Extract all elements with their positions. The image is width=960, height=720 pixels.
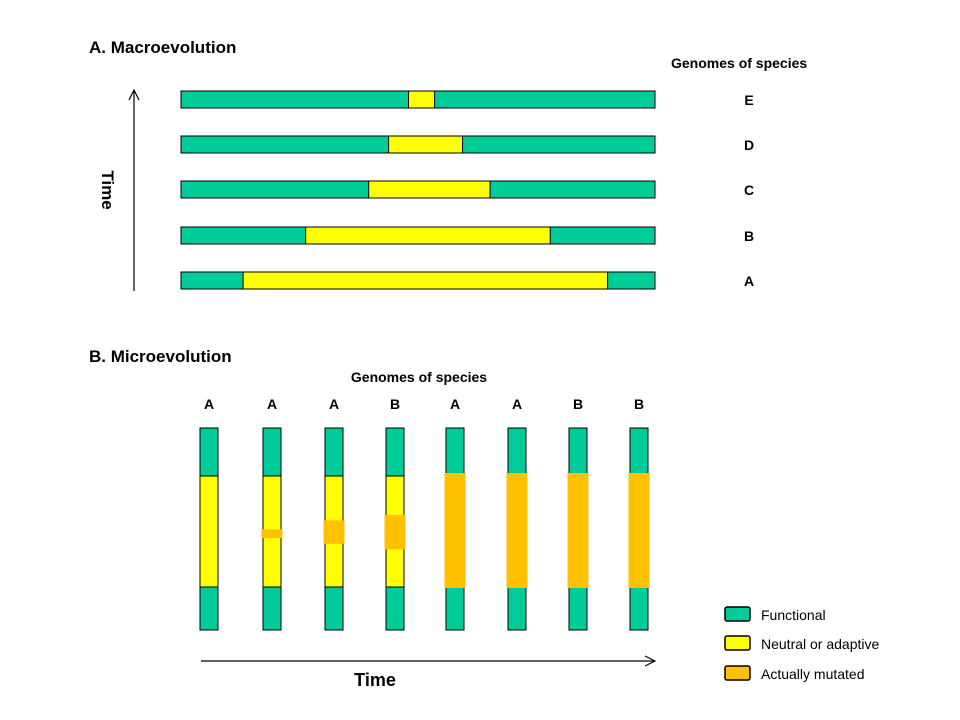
micro-time-label: Time bbox=[354, 670, 396, 690]
legend-item-neutral: Neutral or adaptive bbox=[724, 635, 880, 652]
mutated-segment bbox=[506, 473, 528, 588]
micro-genome-column: B bbox=[567, 396, 589, 631]
mutated-segment bbox=[567, 473, 589, 588]
legend: Functional Neutral or adaptive Actually mu… bbox=[724, 606, 880, 682]
macro-genome-row: D bbox=[180, 135, 754, 154]
macro-genome-rows: E D C B A bbox=[180, 90, 754, 290]
mutated-segment bbox=[323, 520, 345, 544]
neutral-segment bbox=[199, 475, 219, 588]
neutral-segment bbox=[368, 180, 491, 199]
species-label: B bbox=[390, 396, 400, 412]
species-label: B bbox=[573, 396, 583, 412]
legend-item-mutated: Actually mutated bbox=[724, 665, 865, 682]
macro-genome-row: A bbox=[180, 271, 754, 290]
legend-swatch bbox=[724, 665, 751, 681]
legend-label: Neutral or adaptive bbox=[761, 636, 880, 652]
species-label: E bbox=[744, 92, 753, 108]
species-label: C bbox=[744, 182, 754, 198]
species-label: A bbox=[512, 396, 522, 412]
mutated-segment bbox=[628, 473, 650, 588]
mutated-segment bbox=[261, 529, 283, 539]
species-label: A bbox=[744, 273, 754, 289]
micro-genome-column: B bbox=[384, 396, 406, 631]
legend-swatch bbox=[724, 635, 751, 651]
species-label: D bbox=[744, 137, 754, 153]
micro-genome-column: A bbox=[444, 396, 466, 631]
micro-genome-column: A bbox=[506, 396, 528, 631]
mutated-segment bbox=[444, 473, 466, 588]
species-label: A bbox=[329, 396, 339, 412]
macro-genomes-label: Genomes of species bbox=[671, 55, 807, 71]
legend-swatch bbox=[724, 606, 751, 622]
species-label: B bbox=[634, 396, 644, 412]
micro-genome-column: A bbox=[323, 396, 345, 631]
legend-label: Functional bbox=[761, 607, 826, 623]
macro-genome-row: C bbox=[180, 180, 754, 199]
macro-title: A. Macroevolution bbox=[89, 38, 236, 57]
species-label: A bbox=[450, 396, 460, 412]
legend-label: Actually mutated bbox=[761, 666, 865, 682]
macro-genome-row: B bbox=[180, 226, 754, 245]
species-label: B bbox=[744, 228, 754, 244]
macro-genome-row: E bbox=[180, 90, 754, 109]
neutral-segment bbox=[305, 226, 551, 245]
neutral-segment bbox=[388, 135, 464, 154]
micro-genome-column: B bbox=[628, 396, 650, 631]
micro-title: B. Microevolution bbox=[89, 347, 232, 366]
micro-genomes-label: Genomes of species bbox=[351, 369, 487, 385]
legend-item-functional: Functional bbox=[724, 606, 826, 623]
mutated-segment bbox=[384, 514, 406, 550]
neutral-segment bbox=[408, 90, 436, 109]
species-label: A bbox=[267, 396, 277, 412]
species-label: A bbox=[204, 396, 214, 412]
micro-genome-column: A bbox=[261, 396, 283, 631]
macro-time-label: Time bbox=[98, 170, 117, 209]
micro-genome-column: A bbox=[199, 396, 219, 631]
neutral-segment bbox=[242, 271, 609, 290]
